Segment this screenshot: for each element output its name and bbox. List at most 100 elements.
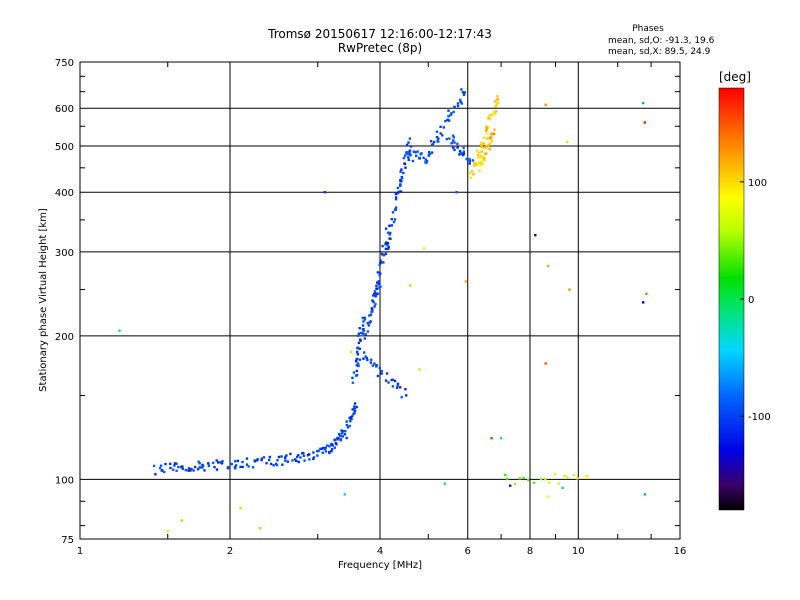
data-point [184,468,187,472]
data-point [215,468,219,471]
data-point [260,458,263,462]
data-point [353,410,357,413]
data-point [367,324,370,327]
data-point [365,357,368,360]
x-tick-label: 1 [77,546,83,557]
data-point [400,168,403,171]
data-point [207,462,210,465]
data-point [404,154,407,157]
data-point [312,456,316,459]
data-point [262,456,266,459]
data-point [373,292,376,296]
data-point [297,454,300,457]
data-point [373,362,376,365]
data-point [420,152,423,155]
data-point [295,459,298,462]
data-point [518,477,521,480]
data-point [173,462,177,465]
data-point [381,244,384,248]
data-point [303,459,306,462]
data-point [403,162,407,165]
data-point [355,369,358,373]
data-point [376,374,380,378]
data-point [247,465,250,468]
data-point [391,378,395,381]
data-point [362,357,365,360]
data-point [163,470,166,474]
data-point [479,164,482,167]
data-point [430,140,433,143]
y-axis-label: Stationary phase Virtual Height [km] [38,208,49,392]
data-point [269,462,273,466]
data-point [485,126,488,129]
data-point [470,170,474,173]
data-point [366,330,370,333]
data-point [299,456,302,459]
data-point [241,465,244,469]
data-point [459,98,462,101]
data-point [407,158,410,161]
data-point [494,105,497,108]
data-point [447,109,450,112]
data-point [532,481,536,484]
data-point [308,453,311,456]
data-point [469,176,472,179]
data-point [268,455,272,459]
data-point [489,118,492,121]
data-point [485,146,488,150]
data-point [357,341,361,345]
data-point [173,464,176,467]
data-point [348,424,351,428]
data-point [544,362,547,365]
data-point [496,98,499,101]
colorbar-label: [deg] [719,70,751,84]
data-point [371,364,374,367]
data-point [409,145,413,148]
data-point [643,121,646,124]
colorbar-tick-label: -100 [748,412,771,423]
data-point [396,192,399,195]
data-point [428,153,432,156]
data-point [480,145,484,149]
data-point [256,458,259,461]
data-point [253,460,257,463]
data-point [472,161,476,164]
data-point [357,332,361,335]
data-point [239,465,242,469]
data-point [407,141,410,144]
plot-frame [79,61,681,540]
data-point [154,473,157,476]
data-point [387,381,390,384]
data-point [477,151,481,154]
data-point [390,224,393,227]
data-point [411,159,415,163]
data-point [358,358,362,361]
data-point [482,158,485,162]
data-point [396,382,400,385]
data-point [439,132,442,135]
data-point [473,164,476,167]
colorbar [718,87,745,511]
data-point [363,316,366,320]
data-point [366,358,369,362]
data-point [284,459,287,462]
data-point [328,445,331,448]
data-point [272,464,275,467]
data-point [356,353,360,356]
data-point [394,198,398,201]
data-point [293,458,297,461]
data-point [495,103,499,106]
data-point [576,477,579,480]
data-point [234,464,238,467]
y-tick-label: 600 [55,104,74,115]
data-point [456,146,459,149]
data-point [400,175,403,179]
data-point [451,134,455,137]
data-point [390,378,393,382]
data-point [480,162,484,166]
data-point [361,316,364,320]
data-point [373,290,377,293]
data-point [389,231,392,235]
data-point [456,102,460,105]
data-point [353,405,356,408]
